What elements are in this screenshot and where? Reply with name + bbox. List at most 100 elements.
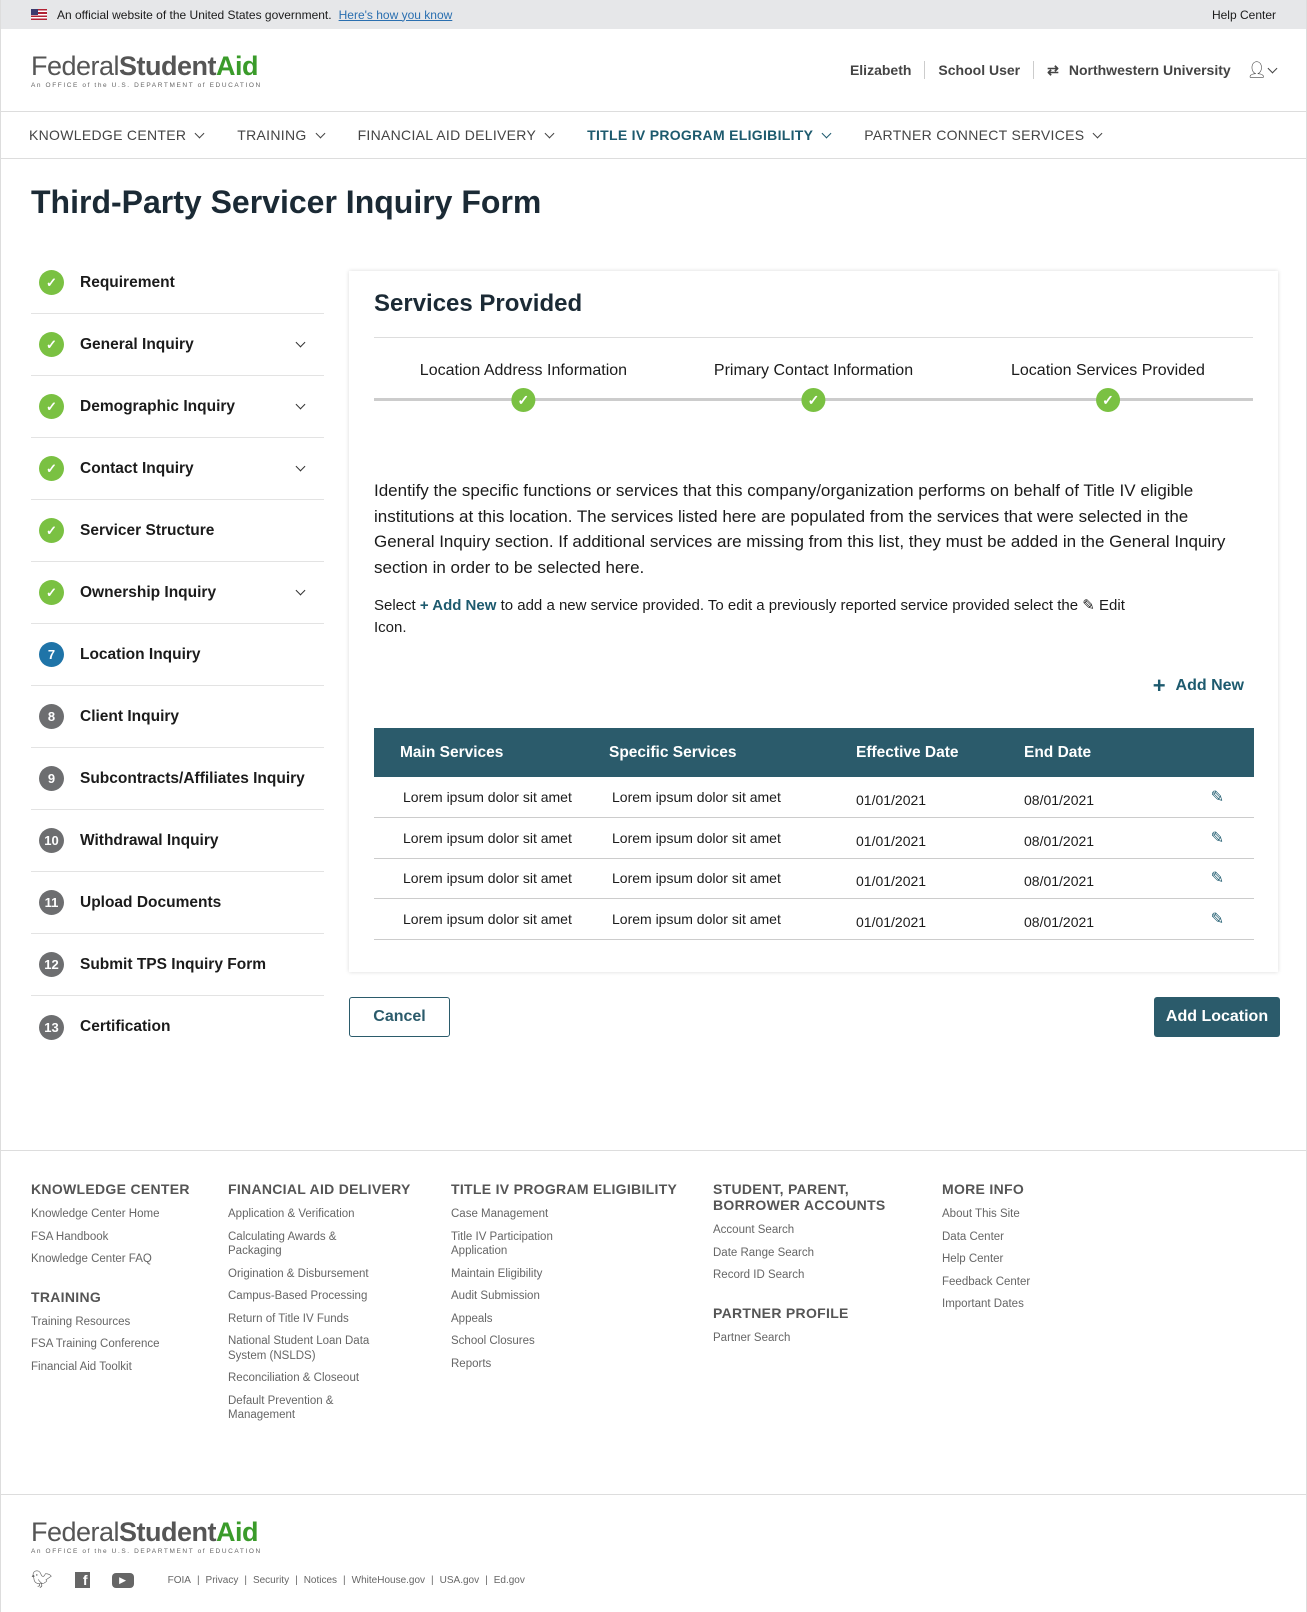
table-cell: 01/01/2021: [856, 858, 1024, 899]
table-cell: Lorem ipsum dolor sit amet: [609, 898, 856, 940]
step-primary-contact[interactable]: Primary Contact Information ✓: [714, 362, 913, 412]
sidebar-item-label: Subcontracts/Affiliates Inquiry: [80, 769, 305, 787]
footer-link[interactable]: School Closures: [451, 1335, 535, 1347]
footer-link[interactable]: Appeals: [451, 1312, 493, 1325]
fsa-logo[interactable]: FederalStudentAid An OFFICE of the U.S. …: [31, 50, 262, 89]
form-steps-sidebar: ✓ Requirement ✓ General Inquiry ✓ Demographic…: [31, 252, 324, 1058]
legal-link[interactable]: Privacy: [191, 1575, 239, 1586]
footer-link[interactable]: Help Center: [942, 1253, 1004, 1265]
organization-name[interactable]: Northwestern University: [1068, 62, 1231, 78]
footer-link[interactable]: Return of Title IV Funds: [228, 1312, 349, 1325]
footer-link[interactable]: Maintain Eligibility: [451, 1267, 543, 1280]
gov-banner-text: An official website of the United States…: [57, 7, 332, 22]
facebook-icon[interactable]: f: [74, 1572, 90, 1588]
footer-link[interactable]: Account Search: [713, 1224, 795, 1236]
edit-cell: ✎: [1166, 898, 1254, 940]
table-cell: Lorem ipsum dolor sit amet: [609, 817, 856, 859]
legal-link[interactable]: Notices: [289, 1575, 337, 1586]
footer-link[interactable]: Reconciliation & Closeout: [228, 1372, 360, 1384]
footer-link[interactable]: Data Center: [942, 1230, 1005, 1243]
nav-item-training[interactable]: TRAINING: [237, 127, 326, 143]
us-flag-icon: [31, 9, 47, 20]
sidebar-item-contact-inquiry[interactable]: ✓ Contact Inquiry: [31, 438, 324, 500]
sidebar-item-upload-documents[interactable]: 11 Upload Documents: [31, 872, 324, 934]
sidebar-item-subcontracts-affiliates-inquiry[interactable]: 9 Subcontracts/Affiliates Inquiry: [31, 748, 324, 810]
step-location-address[interactable]: Location Address Information ✓: [420, 362, 627, 412]
table-cell: 08/01/2021: [1024, 898, 1167, 940]
pencil-icon[interactable]: ✎: [1210, 789, 1224, 806]
nav-item-title-iv-program-eligibility[interactable]: TITLE IV PROGRAM ELIGIBILITY: [587, 127, 832, 143]
pencil-icon[interactable]: ✎: [1210, 870, 1224, 888]
nav-item-label: KNOWLEDGE CENTER: [29, 127, 187, 143]
sidebar-item-submit-tps-inquiry-form[interactable]: 12 Submit TPS Inquiry Form: [31, 934, 324, 996]
legal-link[interactable]: Security: [238, 1575, 289, 1586]
nav-item-knowledge-center[interactable]: KNOWLEDGE CENTER: [29, 127, 205, 143]
chevron-down-icon: [315, 128, 326, 138]
nav-item-partner-connect-services[interactable]: PARTNER CONNECT SERVICES: [864, 127, 1103, 143]
footer-link[interactable]: Date Range Search: [713, 1246, 815, 1259]
sidebar-item-ownership-inquiry[interactable]: ✓ Ownership Inquiry: [31, 562, 324, 624]
pencil-icon[interactable]: ✎: [1210, 910, 1224, 928]
footer-link[interactable]: Partner Search: [713, 1331, 791, 1344]
legal-link[interactable]: Ed.gov: [479, 1575, 525, 1586]
sidebar-item-client-inquiry[interactable]: 8 Client Inquiry: [31, 686, 324, 748]
footer-link[interactable]: Application & Verification: [228, 1208, 355, 1220]
sidebar-item-requirement[interactable]: ✓ Requirement: [31, 252, 324, 314]
legal-link[interactable]: WhiteHouse.gov: [337, 1575, 425, 1586]
check-circle-icon: ✓: [39, 580, 64, 605]
legal-link[interactable]: FOIA: [167, 1574, 191, 1586]
footer-link[interactable]: Calculating Awards & Packaging: [228, 1230, 337, 1258]
chevron-down-icon[interactable]: [295, 399, 306, 410]
footer-link[interactable]: FSA Training Conference: [31, 1338, 160, 1350]
footer-link[interactable]: Campus-Based Processing: [228, 1290, 368, 1302]
sidebar-item-certification[interactable]: 13 Certification: [31, 996, 324, 1058]
footer-link[interactable]: Case Management: [451, 1208, 549, 1220]
sidebar-item-location-inquiry[interactable]: 7 Location Inquiry: [31, 624, 324, 686]
footer-link[interactable]: National Student Loan Data System (NSLDS…: [228, 1335, 370, 1362]
footer-link[interactable]: Important Dates: [942, 1298, 1024, 1310]
footer-link[interactable]: About This Site: [942, 1208, 1020, 1220]
step-number-badge: 8: [39, 704, 64, 729]
nav-item-financial-aid-delivery[interactable]: FINANCIAL AID DELIVERY: [358, 127, 555, 143]
cancel-button[interactable]: Cancel: [349, 997, 450, 1037]
chevron-down-icon[interactable]: [295, 585, 306, 596]
footer-link[interactable]: Title IV Participation Application: [451, 1230, 553, 1258]
footer-link[interactable]: Record ID Search: [713, 1269, 805, 1281]
footer-link[interactable]: Knowledge Center FAQ: [31, 1253, 152, 1265]
chevron-down-icon: [821, 128, 832, 138]
add-new-button[interactable]: + Add New: [1152, 673, 1244, 698]
sidebar-item-servicer-structure[interactable]: ✓ Servicer Structure: [31, 500, 324, 562]
gov-banner: An official website of the United States…: [1, 0, 1306, 29]
step-location-services[interactable]: Location Services Provided ✓: [1011, 362, 1205, 412]
sidebar-item-label: Demographic Inquiry: [80, 397, 236, 415]
switch-org-icon[interactable]: ⇄: [1047, 61, 1059, 78]
footer-link[interactable]: Reports: [451, 1357, 492, 1370]
footer-link[interactable]: FSA Handbook: [31, 1230, 109, 1243]
footer-fsa-logo[interactable]: FederalStudentAid An OFFICE of the U.S. …: [31, 1517, 262, 1555]
youtube-icon[interactable]: ▶: [111, 1572, 134, 1588]
footer-link[interactable]: Feedback Center: [942, 1275, 1031, 1288]
table-cell: 01/01/2021: [856, 898, 1024, 940]
footer-link[interactable]: Training Resources: [31, 1315, 131, 1328]
user-profile-button[interactable]: 👤︎: [1247, 60, 1278, 80]
footer-link[interactable]: Knowledge Center Home: [31, 1208, 160, 1220]
footer-link[interactable]: Financial Aid Toolkit: [31, 1360, 132, 1373]
edit-cell: ✎: [1166, 777, 1254, 818]
sidebar-item-general-inquiry[interactable]: ✓ General Inquiry: [31, 314, 324, 376]
chevron-down-icon[interactable]: [295, 337, 306, 348]
footer-link[interactable]: Default Prevention & Management: [228, 1394, 334, 1422]
pencil-icon[interactable]: ✎: [1210, 829, 1224, 847]
chevron-down-icon[interactable]: [295, 461, 306, 472]
legal-link[interactable]: USA.gov: [425, 1575, 479, 1586]
footer-link[interactable]: Origination & Disbursement: [228, 1267, 369, 1280]
heres-how-you-know-link[interactable]: Here's how you know: [338, 7, 453, 22]
help-center-link[interactable]: Help Center: [1211, 7, 1276, 22]
add-location-button[interactable]: Add Location: [1154, 997, 1280, 1037]
sidebar-item-demographic-inquiry[interactable]: ✓ Demographic Inquiry: [31, 376, 324, 438]
check-circle-icon: ✓: [39, 270, 64, 295]
sidebar-item-label: Upload Documents: [80, 893, 222, 911]
sidebar-item-label: Submit TPS Inquiry Form: [80, 955, 267, 973]
twitter-icon[interactable]: 🐦︎: [31, 1570, 53, 1589]
footer-link[interactable]: Audit Submission: [451, 1290, 540, 1302]
sidebar-item-withdrawal-inquiry[interactable]: 10 Withdrawal Inquiry: [31, 810, 324, 872]
